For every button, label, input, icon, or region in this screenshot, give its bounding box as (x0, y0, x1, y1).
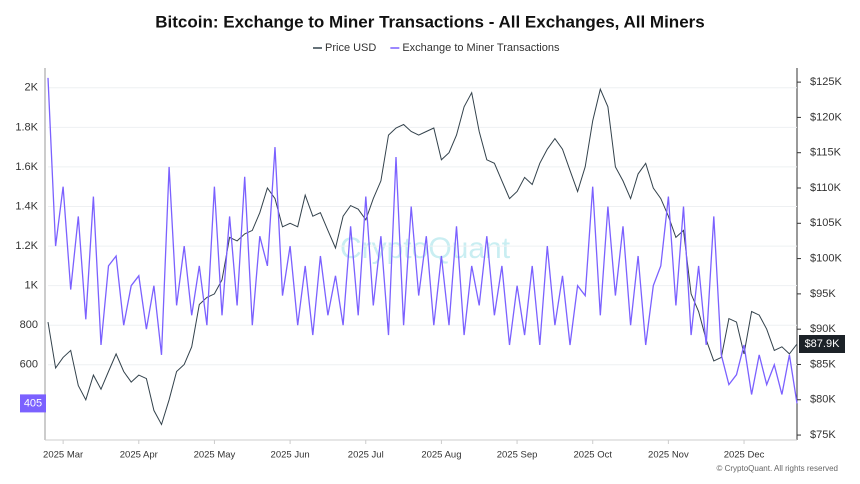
x-tick-label: 2025 Jun (271, 450, 310, 461)
y2-tick-label: $110K (810, 182, 842, 194)
series-line (47, 77, 798, 404)
end-label-box (799, 335, 845, 353)
x-tick-label: 2025 Jul (348, 450, 384, 461)
y2-tick-label: $115K (810, 147, 842, 159)
y2-tick-label: $100K (810, 252, 842, 264)
y2-tick-label: $95K (810, 288, 836, 300)
end-label: $87.9K (805, 338, 841, 350)
x-tick-label: 2025 Mar (43, 450, 83, 461)
y-tick-label: 1.4K (15, 200, 38, 212)
y2-tick-label: $125K (810, 76, 842, 88)
x-tick-label: 2025 May (194, 450, 236, 461)
y-tick-label: 600 (20, 359, 38, 371)
chart-title: Bitcoin: Exchange to Miner Transactions … (155, 12, 704, 31)
end-label-box (20, 394, 46, 413)
y2-tick-label: $80K (810, 394, 836, 406)
legend-label: Exchange to Miner Transactions (402, 42, 560, 54)
y2-tick-label: $90K (810, 323, 836, 335)
footer: © CryptoQuant. All rights reserved (717, 464, 839, 473)
y-tick-label: 800 (20, 319, 38, 331)
y-tick-label: 1K (25, 280, 39, 292)
y-tick-label: 1.8K (15, 121, 38, 133)
y2-tick-label: $75K (810, 429, 836, 441)
x-tick-label: 2025 Nov (648, 450, 689, 461)
x-tick-label: 2025 Apr (120, 450, 158, 461)
y2-tick-label: $120K (810, 111, 842, 123)
y-tick-label: 1.6K (15, 161, 38, 173)
y2-tick-label: $85K (810, 358, 836, 370)
y-tick-label: 2K (25, 82, 39, 94)
x-tick-label: 2025 Oct (573, 450, 612, 461)
x-tick-label: 2025 Sep (497, 450, 538, 461)
y2-tick-label: $105K (810, 217, 842, 229)
x-tick-label: 2025 Dec (724, 450, 765, 461)
series-line (47, 87, 798, 426)
end-label: 405 (24, 397, 42, 409)
legend-label: Price USD (325, 42, 376, 54)
x-tick-label: 2025 Aug (421, 450, 461, 461)
y-tick-label: 1.2K (15, 240, 38, 252)
